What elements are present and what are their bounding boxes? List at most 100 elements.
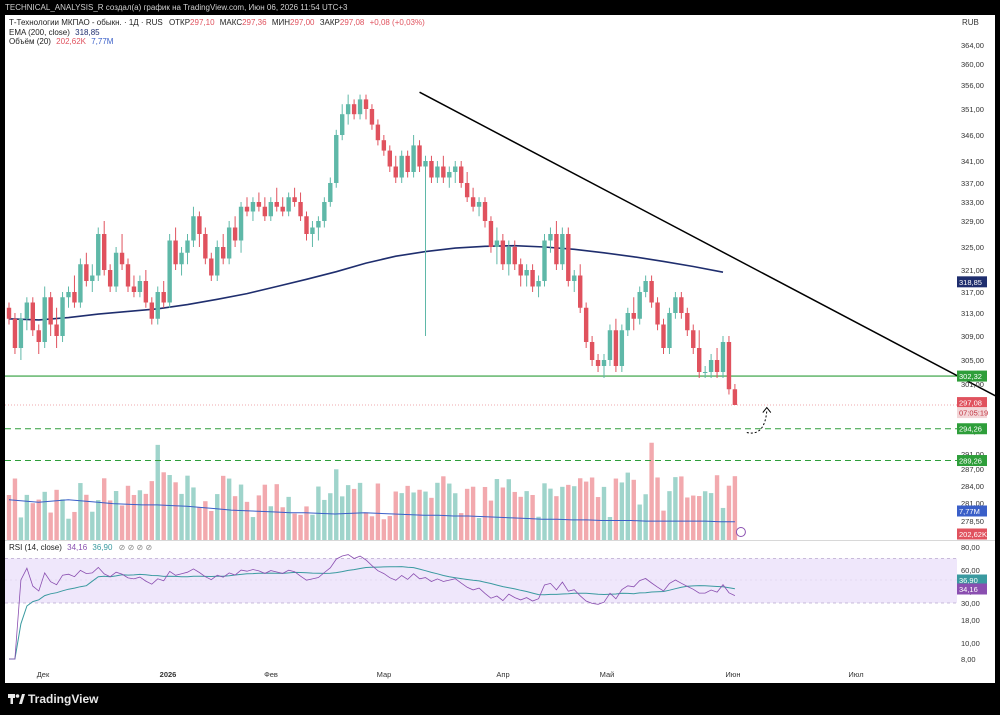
candle-body — [566, 234, 571, 281]
volume-bar — [387, 516, 392, 540]
forecast-arrow-head — [762, 406, 772, 413]
price-tick-label: 281,00 — [961, 499, 984, 508]
volume-bar — [405, 485, 410, 540]
candle-body — [447, 172, 452, 178]
volume-bar — [78, 483, 83, 540]
candle-body — [720, 342, 726, 372]
price-tick-label: 309,00 — [961, 332, 984, 341]
price-tick-label: 287,00 — [961, 465, 984, 474]
ohlc-low-label: МИН — [272, 18, 290, 27]
candle-body — [536, 281, 541, 287]
volume-bar — [399, 493, 404, 540]
volume-bar — [119, 505, 125, 540]
ohlc-low-value: 297,00 — [290, 18, 315, 27]
candle-body — [60, 297, 65, 336]
volume-bar — [125, 485, 131, 540]
svg-text:Т-Технологии МКПАО - обыкн. ·: Т-Технологии МКПАО - обыкн. · 1Д · RUS О… — [9, 18, 425, 27]
volume-bar — [322, 499, 327, 540]
candle-body — [119, 252, 125, 265]
volume-bar — [566, 484, 571, 540]
candle-body — [322, 202, 327, 221]
candle-body — [649, 281, 654, 303]
time-axis[interactable] — [5, 665, 995, 683]
trendline-layer[interactable] — [419, 91, 1000, 537]
candle-body — [351, 104, 357, 115]
logo-text: TradingView — [28, 692, 99, 706]
price-tick-label: 278,50 — [961, 517, 984, 526]
rsi-ma-line — [9, 566, 735, 660]
candle-body — [387, 150, 392, 167]
candle-body — [429, 161, 434, 178]
volume-bar — [256, 495, 262, 540]
volume-bar — [292, 513, 297, 540]
price-badge-countdown-bg — [957, 407, 987, 419]
candle-body — [54, 324, 59, 336]
candle-body — [643, 281, 648, 292]
candle-body — [137, 281, 143, 292]
volume-bar — [36, 499, 41, 540]
candle-body — [155, 292, 160, 319]
candle-body — [512, 247, 517, 265]
volume-bar — [191, 487, 196, 540]
candle-body — [238, 206, 244, 241]
volume-bar — [459, 513, 464, 540]
price-axis[interactable] — [957, 15, 995, 665]
volume-bar — [524, 491, 529, 540]
trendline[interactable] — [419, 91, 1000, 472]
volume-badge-bg — [957, 528, 987, 540]
volume-bar — [298, 514, 303, 540]
candle-body — [691, 330, 696, 348]
candle-body — [36, 330, 41, 342]
ema-layer — [8, 244, 724, 321]
candle-body — [185, 240, 190, 253]
volume-bar — [328, 493, 333, 540]
candle-body — [215, 247, 220, 276]
candle-body — [149, 302, 154, 319]
dividend-event-icon[interactable] — [735, 527, 746, 537]
volume-bar — [453, 493, 458, 540]
rsi-badge: 34,16 — [959, 585, 978, 594]
candle-body — [601, 360, 607, 366]
volume-bar — [149, 481, 154, 540]
candle-body — [399, 155, 404, 178]
price-tick-label: 364,00 — [961, 41, 984, 50]
volume-bar — [304, 506, 309, 540]
ema-label: EMA (200, close) — [9, 28, 70, 37]
volume-bar — [482, 486, 488, 540]
volume-ma-line — [8, 499, 735, 523]
candle-body — [673, 297, 678, 313]
volume-bar — [494, 479, 500, 540]
candle-body — [560, 234, 565, 265]
candle-body — [334, 135, 339, 183]
volume-ma-value: 7,77M — [91, 37, 114, 46]
volume-bar — [375, 483, 381, 540]
rsi-value1: 34,16 — [67, 543, 88, 552]
rsi-legend[interactable]: RSI (14, close) 34,16 36,90 ⊘ ⊘ ⊘ ⊘ — [9, 543, 152, 552]
candle-body — [464, 183, 470, 198]
candle-body — [78, 264, 83, 303]
volume-bar — [268, 506, 273, 540]
symbol-legend[interactable]: Т-Технологии МКПАО - обыкн. · 1Д · RUS О… — [9, 18, 425, 46]
volume-bar — [173, 482, 178, 540]
volume-bar — [30, 503, 35, 540]
volume-bar — [262, 484, 268, 540]
candle-body — [470, 197, 476, 207]
rsi-visibility-icons: ⊘ ⊘ ⊘ ⊘ — [119, 543, 152, 552]
rsi-ma-badge-bg — [957, 574, 987, 586]
candle-body — [72, 292, 77, 303]
volume-bar — [500, 487, 506, 540]
candle-body — [441, 166, 446, 178]
candle-body — [488, 221, 494, 247]
volume-bar — [631, 479, 636, 540]
volume-bar — [530, 494, 535, 540]
volume-bar — [697, 496, 702, 540]
time-tick-label: Мар — [377, 670, 392, 679]
volume-bar — [601, 486, 607, 540]
price-pane[interactable] — [5, 15, 957, 540]
candle-body — [702, 372, 708, 373]
volume-bar — [215, 494, 220, 540]
volume-bar — [441, 476, 446, 540]
